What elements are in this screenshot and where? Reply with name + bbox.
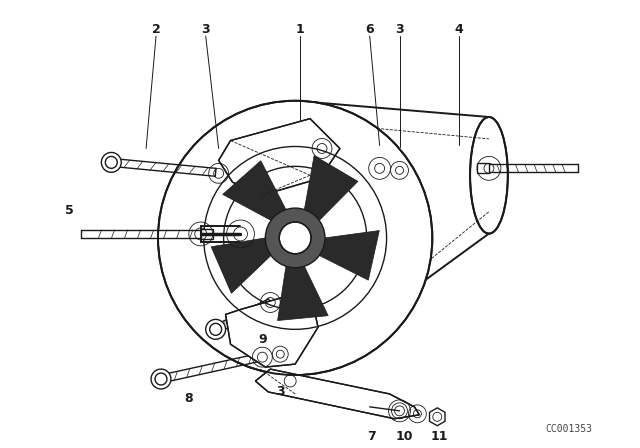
FancyBboxPatch shape [477,164,489,173]
Polygon shape [219,119,340,195]
Text: 11: 11 [431,430,448,443]
Polygon shape [305,155,358,220]
Circle shape [266,208,325,268]
Ellipse shape [470,117,508,233]
Text: 3: 3 [276,385,285,398]
Text: 10: 10 [396,430,413,443]
Text: 3: 3 [202,23,210,36]
Text: 4: 4 [455,23,463,36]
Text: 5: 5 [65,203,74,216]
Text: 1: 1 [296,23,305,36]
Circle shape [101,152,121,172]
Circle shape [205,319,225,339]
Text: 2: 2 [152,23,161,36]
Polygon shape [223,161,286,220]
Text: 8: 8 [184,392,193,405]
Text: 3: 3 [395,23,404,36]
FancyBboxPatch shape [201,229,212,239]
Polygon shape [319,231,380,280]
Polygon shape [255,369,419,419]
Text: CC001353: CC001353 [545,424,592,434]
Circle shape [151,369,171,389]
Polygon shape [211,238,271,293]
Text: 7: 7 [367,430,376,443]
Text: 9: 9 [258,333,267,346]
Polygon shape [278,266,328,320]
Text: 6: 6 [365,23,374,36]
Circle shape [158,101,432,375]
Circle shape [279,222,311,254]
Polygon shape [225,289,318,367]
